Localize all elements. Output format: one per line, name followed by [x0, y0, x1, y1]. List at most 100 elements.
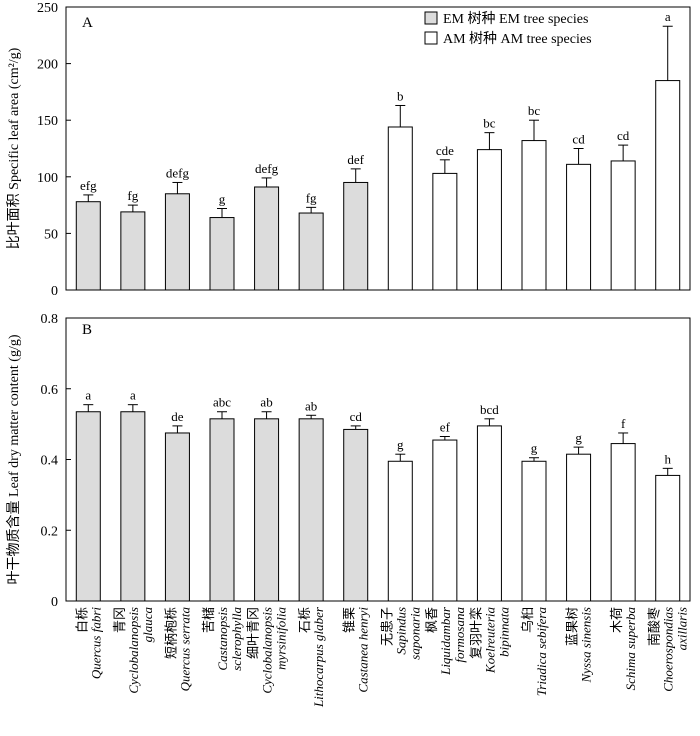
bar-b	[298, 418, 324, 602]
category-label-latin: Quercus serrata	[177, 607, 192, 692]
panel-a-y-axis-title: 比叶面积 Specific leaf area (cm²/g)	[6, 47, 22, 249]
bar-a	[387, 126, 413, 291]
sig-letter-b: f	[621, 416, 626, 431]
bar-a	[566, 163, 592, 291]
bar-b	[164, 432, 190, 602]
sig-letter-a: fg	[127, 188, 138, 203]
bar-a	[209, 217, 235, 291]
bar-b	[120, 411, 146, 602]
panel-b-ytick-label: 0.6	[41, 383, 59, 398]
legend-swatch	[424, 31, 438, 45]
category-label-latin: myrsinifolia	[274, 607, 289, 670]
bar-b	[254, 418, 280, 602]
category-label-latin: Triadica sebifera	[534, 607, 549, 697]
category-label-latin: Castanea henryi	[356, 607, 371, 693]
category-label-latin: Sapindus	[393, 607, 408, 655]
sig-letter-a: g	[219, 191, 226, 206]
sig-letter-a: a	[665, 9, 671, 24]
bar-a	[254, 186, 280, 291]
category-label-latin: Koelreuteria	[482, 607, 497, 674]
category-label-cn: 细叶青冈	[247, 607, 262, 659]
sig-letter-b: abc	[213, 395, 231, 410]
category-label-latin: Castanopsis	[215, 607, 230, 671]
category-label-latin: Quercus fabri	[88, 607, 103, 679]
category-label-cn: 南酸枣	[647, 607, 663, 646]
sig-letter-a: cd	[617, 128, 630, 143]
sig-letter-a: b	[397, 88, 404, 103]
sig-letter-a: def	[347, 152, 364, 167]
sig-letter-a: defg	[255, 161, 279, 176]
panel-b-y-axis-title: 叶干物质含量 Leaf dry matter content (g/g)	[6, 334, 22, 584]
sig-letter-b: bcd	[480, 402, 499, 417]
category-label-latin: axillaris	[675, 607, 690, 650]
bar-b	[387, 460, 413, 602]
bar-b	[566, 453, 592, 602]
category-label-cn: 乌桕	[520, 607, 536, 633]
sig-letter-b: ef	[440, 420, 451, 435]
panel-b-label: B	[82, 322, 92, 338]
sig-letter-b: g	[575, 430, 582, 445]
panel-a-frame	[65, 6, 691, 291]
category-label-latin: Lithocarpus glaber	[311, 606, 326, 708]
sig-letter-b: a	[85, 388, 91, 403]
bar-b	[75, 411, 101, 602]
sig-letter-b: a	[130, 388, 136, 403]
category-label-latin: Cyclobalanopsis	[260, 607, 275, 694]
bar-a	[432, 172, 458, 291]
sig-letter-b: cd	[350, 409, 363, 424]
bar-a	[75, 201, 101, 291]
category-label-cn: 无患子	[380, 607, 395, 646]
sig-letter-a: fg	[306, 190, 317, 205]
legend-label: AM 树种 AM tree species	[443, 31, 592, 47]
category-label-cn: 石栎	[298, 607, 313, 633]
category-label-cn: 短柄枹栎	[164, 607, 179, 659]
category-label-latin: Liquidambar	[438, 606, 453, 676]
panel-b-ytick-label: 0.2	[41, 524, 59, 539]
bar-b	[432, 439, 458, 602]
sig-letter-a: bc	[483, 116, 496, 131]
panel-a-ytick-label: 250	[37, 1, 58, 16]
bar-a	[476, 149, 502, 291]
bar-b	[610, 443, 636, 602]
panel-a-ytick-label: 100	[37, 171, 58, 186]
category-label-cn: 木荷	[610, 607, 625, 633]
sig-letter-a: efg	[80, 178, 97, 193]
panel-a-label: A	[82, 15, 93, 31]
panel-a-ytick-label: 150	[37, 114, 58, 129]
category-label-latin: Cyclobalanopsis	[126, 607, 141, 694]
bar-a	[610, 160, 636, 291]
legend-label: EM 树种 EM tree species	[443, 11, 588, 27]
bar-a	[164, 193, 190, 291]
bar-a	[298, 212, 324, 291]
category-label-latin: Nyssa sinensis	[579, 607, 594, 683]
sig-letter-a: bc	[528, 103, 541, 118]
bar-b	[343, 428, 369, 602]
category-label-latin: sclerophylla	[229, 607, 244, 671]
category-label-cn: 蓝果树	[566, 607, 581, 646]
bar-a	[343, 181, 369, 291]
category-label-latin: formosana	[452, 607, 467, 663]
bar-a	[120, 211, 146, 291]
panel-b-ytick-label: 0	[51, 595, 58, 610]
panel-b-ytick-label: 0.4	[41, 454, 59, 469]
bar-b	[476, 425, 502, 602]
sig-letter-b: de	[171, 409, 184, 424]
bar-a	[521, 140, 547, 291]
legend-swatch	[424, 11, 438, 25]
category-label-cn: 白栎	[74, 607, 90, 633]
category-label-latin: Schima superba	[623, 607, 638, 691]
category-label-cn: 苦槠	[201, 607, 217, 633]
category-label-latin: glauca	[140, 607, 155, 643]
panel-b-ytick-label: 0.8	[41, 312, 59, 327]
panel-a-ytick-label: 0	[51, 284, 58, 299]
panel-b-frame	[65, 317, 691, 602]
panel-a-ytick-label: 200	[37, 58, 58, 73]
sig-letter-a: cde	[436, 143, 454, 158]
bar-b	[209, 418, 235, 602]
sig-letter-a: defg	[166, 165, 190, 180]
category-label-cn: 锥栗	[343, 607, 358, 633]
sig-letter-b: g	[531, 441, 538, 456]
category-label-cn: 复羽叶栾	[468, 607, 484, 659]
panel-a-ytick-label: 50	[44, 227, 58, 242]
category-label-cn: 枫香	[425, 607, 440, 633]
